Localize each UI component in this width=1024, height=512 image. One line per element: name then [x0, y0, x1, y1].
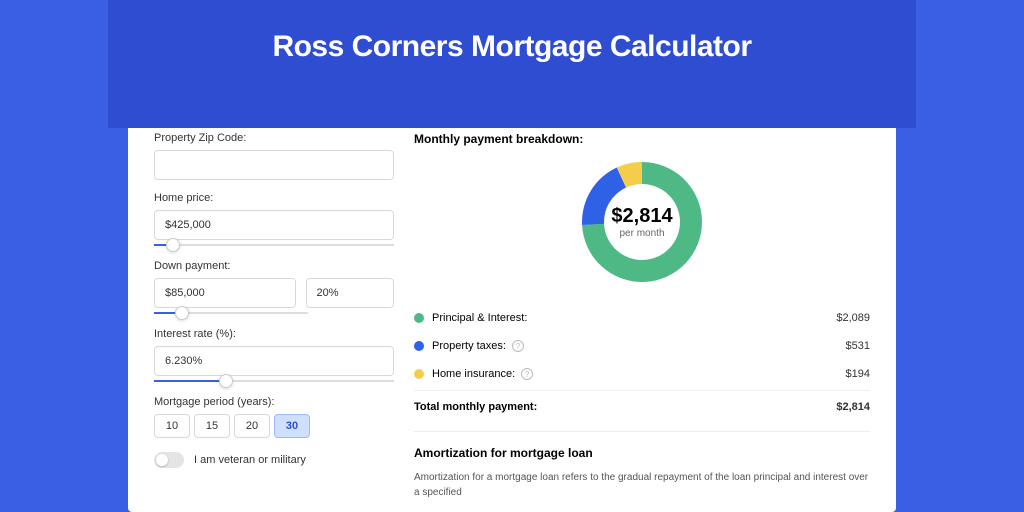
zip-input[interactable] — [154, 150, 394, 180]
down-payment-slider[interactable] — [154, 312, 308, 314]
legend-swatch — [414, 369, 424, 379]
header-band: Ross Corners Mortgage Calculator — [108, 0, 916, 128]
down-payment-field: Down payment: — [154, 260, 394, 314]
zip-label: Property Zip Code: — [154, 132, 394, 144]
veteran-label: I am veteran or military — [194, 454, 306, 466]
period-options: 10152030 — [154, 414, 394, 438]
legend-row: Property taxes:?$531 — [414, 332, 870, 360]
legend-value: $2,089 — [836, 312, 870, 324]
form-panel: Property Zip Code: Home price: Down paym… — [154, 132, 394, 500]
breakdown-title: Monthly payment breakdown: — [414, 132, 870, 146]
legend-value: $194 — [846, 368, 870, 380]
total-row: Total monthly payment: $2,814 — [414, 390, 870, 421]
home-price-label: Home price: — [154, 192, 394, 204]
donut-chart: $2,814 per month — [414, 158, 870, 286]
calculator-card: Property Zip Code: Home price: Down paym… — [128, 102, 896, 512]
legend-label: Principal & Interest: — [432, 312, 836, 324]
total-value: $2,814 — [836, 401, 870, 413]
slider-thumb[interactable] — [175, 306, 189, 320]
mortgage-period-field: Mortgage period (years): 10152030 — [154, 396, 394, 438]
legend-row: Home insurance:?$194 — [414, 360, 870, 388]
legend-row: Principal & Interest:$2,089 — [414, 304, 870, 332]
period-option-20[interactable]: 20 — [234, 414, 270, 438]
interest-rate-input[interactable] — [154, 346, 394, 376]
interest-rate-slider[interactable] — [154, 380, 394, 382]
legend-swatch — [414, 341, 424, 351]
period-option-10[interactable]: 10 — [154, 414, 190, 438]
breakdown-panel: Monthly payment breakdown: $2,814 per mo… — [414, 132, 870, 500]
down-payment-input[interactable] — [154, 278, 296, 308]
legend-label: Home insurance:? — [432, 368, 846, 380]
slider-thumb[interactable] — [166, 238, 180, 252]
veteran-toggle[interactable] — [154, 452, 184, 468]
amortization-text: Amortization for a mortgage loan refers … — [414, 470, 870, 500]
legend: Principal & Interest:$2,089Property taxe… — [414, 304, 870, 388]
home-price-field: Home price: — [154, 192, 394, 246]
donut-sub: per month — [611, 228, 672, 239]
info-icon[interactable]: ? — [512, 340, 524, 352]
period-option-15[interactable]: 15 — [194, 414, 230, 438]
legend-value: $531 — [846, 340, 870, 352]
home-price-input[interactable] — [154, 210, 394, 240]
amortization-title: Amortization for mortgage loan — [414, 446, 870, 460]
legend-label: Property taxes:? — [432, 340, 846, 352]
total-label: Total monthly payment: — [414, 401, 836, 413]
down-payment-label: Down payment: — [154, 260, 394, 272]
info-icon[interactable]: ? — [521, 368, 533, 380]
interest-rate-field: Interest rate (%): — [154, 328, 394, 382]
home-price-slider[interactable] — [154, 244, 394, 246]
interest-rate-label: Interest rate (%): — [154, 328, 394, 340]
zip-field: Property Zip Code: — [154, 132, 394, 180]
legend-swatch — [414, 313, 424, 323]
down-payment-pct-input[interactable] — [306, 278, 394, 308]
slider-thumb[interactable] — [219, 374, 233, 388]
veteran-row: I am veteran or military — [154, 452, 394, 468]
mortgage-period-label: Mortgage period (years): — [154, 396, 394, 408]
page-title: Ross Corners Mortgage Calculator — [108, 0, 916, 64]
period-option-30[interactable]: 30 — [274, 414, 310, 438]
donut-amount: $2,814 — [611, 205, 672, 228]
amortization-section: Amortization for mortgage loan Amortizat… — [414, 431, 870, 500]
